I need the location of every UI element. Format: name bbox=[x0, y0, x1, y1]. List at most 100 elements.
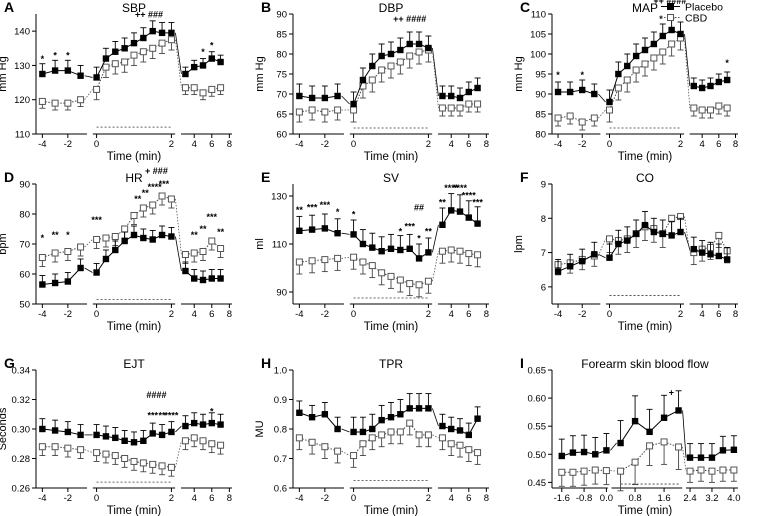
point-placebo bbox=[708, 454, 716, 461]
y-axis-label: Seconds bbox=[0, 407, 9, 450]
point-cbd bbox=[602, 467, 610, 475]
x-tick-label: 4 bbox=[699, 309, 704, 320]
significance-marker: *** bbox=[159, 179, 170, 189]
point-cbd bbox=[378, 431, 386, 439]
point-cbd bbox=[406, 52, 414, 60]
point-placebo bbox=[359, 428, 367, 436]
point-placebo bbox=[199, 62, 207, 69]
significance-marker: * bbox=[41, 54, 45, 64]
point-cbd bbox=[396, 276, 404, 284]
x-tick-label: 2 bbox=[169, 309, 174, 320]
point-cbd bbox=[605, 106, 613, 114]
point-cbd bbox=[368, 76, 376, 84]
x-axis-label: Time (min) bbox=[364, 151, 419, 163]
x-axis-label: Time (min) bbox=[107, 151, 162, 163]
point-placebo bbox=[690, 82, 698, 90]
point-placebo bbox=[723, 76, 731, 84]
segment-2: 4 6 8 bbox=[438, 77, 489, 150]
y-tick-label: 90 bbox=[19, 180, 30, 191]
x-tick-label: 4 bbox=[192, 309, 197, 320]
point-cbd bbox=[217, 441, 225, 449]
y-tick-label: 120 bbox=[14, 95, 30, 106]
x-tick-label: 0 bbox=[94, 309, 99, 320]
segment-0: -4 -2 bbox=[552, 79, 601, 150]
point-placebo bbox=[378, 52, 385, 60]
significance-marker: ++ ### bbox=[135, 9, 163, 19]
point-placebo bbox=[121, 237, 128, 245]
segment-connector bbox=[432, 408, 439, 427]
panel-letter: B bbox=[261, 0, 271, 15]
x-tick-label: 6 bbox=[209, 309, 214, 320]
x-tick-label: 2 bbox=[426, 139, 431, 150]
point-cbd bbox=[415, 281, 423, 289]
series-placebo-line bbox=[557, 253, 595, 272]
panel-title: HR bbox=[125, 171, 143, 185]
point-cbd bbox=[130, 457, 138, 465]
point-placebo bbox=[112, 48, 119, 55]
point-cbd bbox=[149, 460, 157, 468]
point-placebo bbox=[149, 236, 156, 243]
x-tick-label: 6 bbox=[209, 139, 214, 150]
point-cbd bbox=[465, 250, 473, 258]
point-placebo bbox=[158, 29, 166, 37]
point-cbd bbox=[190, 249, 198, 257]
point-placebo bbox=[677, 228, 684, 236]
point-cbd bbox=[102, 450, 110, 458]
point-cbd bbox=[181, 437, 189, 445]
x-tick-label: 2 bbox=[678, 139, 683, 150]
point-cbd bbox=[64, 99, 72, 107]
point-cbd bbox=[396, 428, 404, 436]
segment-connector bbox=[598, 93, 606, 103]
point-cbd bbox=[474, 100, 482, 108]
legend-cbd-marker bbox=[667, 14, 674, 21]
segment-connector bbox=[341, 95, 350, 105]
point-placebo bbox=[369, 425, 376, 433]
x-axis-label: Time (min) bbox=[618, 151, 673, 163]
point-placebo bbox=[569, 449, 577, 456]
segment-connector bbox=[175, 425, 182, 433]
point-placebo bbox=[592, 451, 599, 458]
point-placebo bbox=[448, 92, 455, 100]
point-cbd bbox=[350, 106, 358, 114]
point-placebo bbox=[112, 434, 119, 442]
point-cbd bbox=[641, 60, 649, 68]
significance-marker: ** bbox=[52, 230, 60, 240]
point-cbd bbox=[406, 280, 414, 288]
segment-connector bbox=[432, 434, 439, 439]
point-placebo bbox=[51, 67, 59, 74]
point-cbd bbox=[368, 262, 376, 270]
y-tick-label: 0.28 bbox=[12, 454, 31, 465]
y-axis-label: MU bbox=[254, 420, 266, 437]
point-placebo bbox=[624, 62, 631, 70]
x-tick-label: 0 bbox=[607, 139, 612, 150]
point-placebo bbox=[296, 92, 303, 100]
significance-marker: ++ #### bbox=[393, 14, 426, 24]
series-placebo-line bbox=[299, 95, 338, 99]
y-tick-label: 90 bbox=[276, 288, 287, 299]
point-placebo bbox=[615, 240, 622, 248]
significance-marker: **** bbox=[148, 182, 163, 192]
y-tick-label: 7 bbox=[541, 248, 546, 259]
point-placebo bbox=[697, 454, 705, 461]
x-tick-label: 0 bbox=[94, 493, 99, 504]
point-placebo bbox=[425, 405, 432, 412]
x-tick-label: 8 bbox=[227, 493, 232, 504]
x-tick-label: -2 bbox=[321, 309, 329, 320]
x-tick-label: -2 bbox=[64, 493, 72, 504]
point-cbd bbox=[38, 443, 46, 451]
point-placebo bbox=[182, 422, 189, 430]
x-tick-label: 2 bbox=[426, 309, 431, 320]
significance-marker: *** bbox=[147, 411, 158, 421]
segment-connector bbox=[341, 428, 350, 433]
point-placebo bbox=[140, 234, 147, 242]
x-axis-label: Time (min) bbox=[364, 321, 419, 333]
point-placebo bbox=[686, 454, 694, 461]
point-cbd bbox=[334, 106, 342, 114]
series-cbd-line bbox=[557, 115, 595, 123]
point-cbd bbox=[438, 104, 446, 112]
point-cbd bbox=[715, 102, 723, 110]
panel-title: DBP bbox=[379, 1, 404, 15]
